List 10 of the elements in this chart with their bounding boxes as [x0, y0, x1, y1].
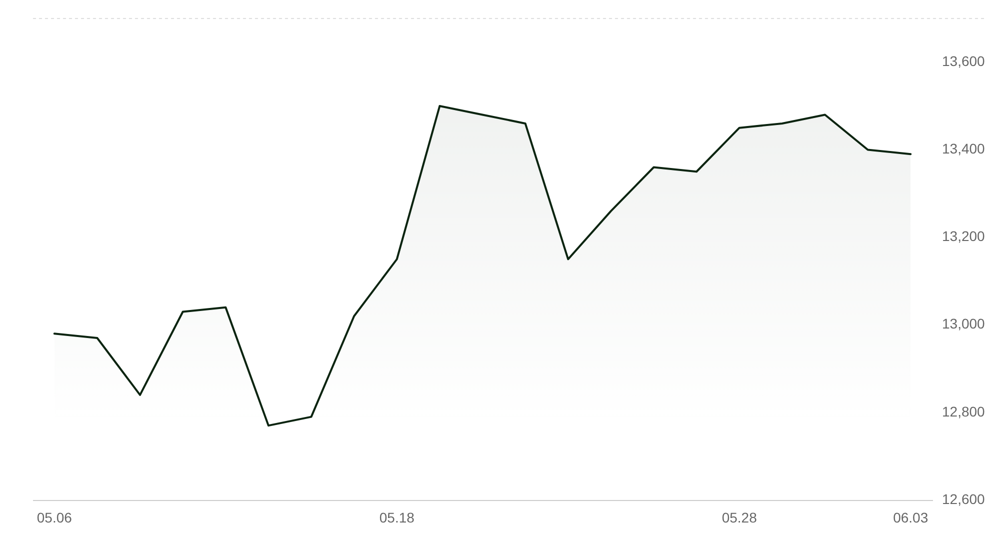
y-tick-label: 12,800	[942, 403, 986, 420]
x-tick-label: 05.18	[379, 509, 415, 526]
y-tick-label: 13,600	[942, 53, 986, 70]
x-tick-label: 06.03	[893, 509, 928, 526]
x-tick-label: 05.28	[722, 509, 758, 526]
y-tick-label: 13,000	[942, 316, 986, 332]
y-tick-label: 13,400	[942, 140, 986, 157]
x-tick-label: 05.06	[36, 509, 72, 526]
y-tick-label: 13,200	[942, 228, 986, 244]
y-tick-label: 12,600	[942, 490, 986, 507]
